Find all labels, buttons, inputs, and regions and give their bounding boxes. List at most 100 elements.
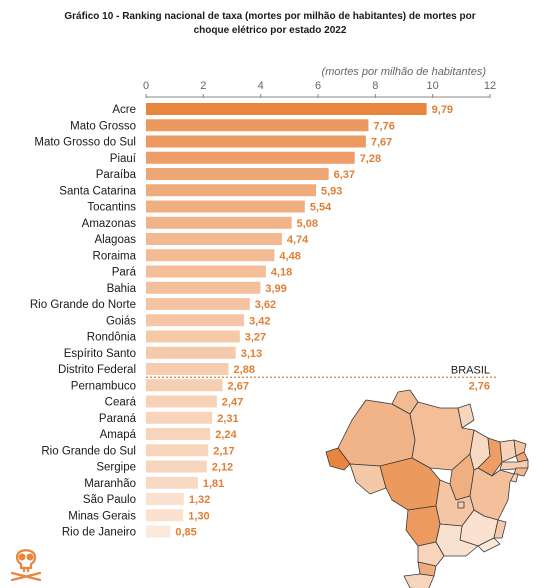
map-state-distrito-federal [457, 501, 465, 509]
bar [146, 119, 369, 132]
reference-value: 2,76 [469, 380, 490, 392]
bar [146, 298, 250, 310]
category-label: Amapá [100, 429, 137, 441]
unit-label: (mortes por milhão de habitantes) [322, 66, 487, 78]
value-label: 2,47 [222, 397, 243, 409]
category-label: Rio de Janeiro [62, 527, 136, 539]
value-label: 2,12 [212, 462, 233, 474]
reference-line-group: BRASIL 2,76 [146, 364, 498, 392]
value-label: 7,76 [373, 120, 394, 132]
category-label: Bahia [107, 283, 137, 295]
x-axis: (mortes por milhão de habitantes) 0 2 4 6 8 10… [143, 66, 496, 98]
chart-title: Gráfico 10 - Ranking nacional de taxa (m… [40, 10, 500, 38]
bar [146, 428, 211, 440]
bar [146, 314, 245, 327]
category-label: Maranhão [84, 478, 136, 490]
category-label: Goiás [106, 315, 136, 327]
x-tick-label: 12 [484, 80, 496, 92]
category-label: Alagoas [94, 234, 136, 246]
category-label: Ceará [105, 397, 137, 409]
value-label: 6,37 [334, 169, 355, 181]
value-label: 7,67 [371, 137, 392, 149]
brazil-states-map [325, 389, 529, 588]
bar [146, 509, 184, 522]
bar [146, 281, 261, 294]
bar [146, 168, 329, 180]
x-tick-label: 2 [200, 80, 206, 92]
bar [146, 330, 240, 343]
value-label: 2,24 [215, 429, 237, 441]
map-state-acre [325, 447, 351, 471]
map-state-espirito-santo [493, 519, 507, 539]
bar [146, 444, 209, 457]
value-label: 4,48 [279, 250, 300, 262]
map-state-parana [417, 541, 445, 567]
bar [146, 460, 207, 473]
bar [146, 493, 184, 505]
x-tick-label: 10 [427, 80, 439, 92]
value-label: 7,28 [360, 153, 381, 165]
value-label: 2,88 [234, 364, 255, 376]
value-label: 5,08 [297, 218, 318, 230]
map-state-rondonia [349, 463, 387, 495]
x-tick-label: 0 [143, 80, 149, 92]
category-label: Paraíba [96, 169, 137, 181]
category-label: Roraima [93, 250, 137, 262]
bar [146, 233, 282, 245]
map-state-roraima [391, 389, 419, 415]
category-label: Santa Catarina [59, 185, 136, 197]
value-label: 5,54 [310, 202, 332, 214]
map-state-sao-paulo [435, 523, 479, 557]
category-label: Rio Grande do Norte [30, 299, 136, 311]
category-label: Rondônia [87, 332, 137, 344]
value-label: 1,32 [189, 494, 210, 506]
bar [146, 411, 213, 424]
bar [146, 346, 236, 359]
category-label: Minas Gerais [68, 510, 136, 522]
map-state-rio-grande-do-sul [403, 573, 435, 588]
bar [146, 476, 198, 489]
value-label: 5,93 [321, 185, 342, 197]
value-label: 9,79 [432, 104, 453, 116]
category-label: Distrito Federal [58, 364, 136, 376]
bar [146, 379, 223, 392]
value-label: 0,85 [175, 527, 196, 539]
category-label: Paraná [99, 413, 137, 425]
map-state-pernambuco [499, 459, 529, 471]
bar [146, 395, 217, 408]
value-label: 2,31 [217, 413, 238, 425]
value-label: 4,18 [271, 267, 292, 279]
value-label: 4,74 [287, 234, 309, 246]
bar [146, 200, 305, 213]
chart-title-line-1: Gráfico 10 - Ranking nacional de taxa (m… [64, 11, 476, 22]
x-tick-label: 4 [258, 80, 264, 92]
category-label: Mato Grosso do Sul [34, 137, 136, 149]
bar [146, 135, 366, 148]
bar [146, 216, 292, 229]
value-label: 3,27 [245, 332, 266, 344]
category-label: São Paulo [83, 494, 136, 506]
labels: Acre 9,79 Mato Grosso 7,76 Mato Grosso do Su… [30, 104, 453, 539]
category-label: Espírito Santo [64, 348, 136, 360]
value-label: 3,62 [255, 299, 276, 311]
value-label: 2,67 [228, 380, 249, 392]
category-label: Tocantins [87, 202, 136, 214]
skull-crossbones-icon [10, 549, 42, 582]
category-label: Pernambuco [71, 380, 136, 392]
map-state-ceara [499, 439, 517, 463]
category-label: Rio Grande do Sul [41, 445, 136, 457]
map-state-rio-de-janeiro [477, 537, 501, 553]
bars [146, 103, 427, 538]
bar [146, 103, 427, 115]
value-label: 3,99 [265, 283, 286, 295]
bar [146, 151, 355, 164]
bar [146, 184, 316, 197]
chart-title-line-2: choque elétrico por estado 2022 [193, 25, 347, 36]
value-label: 3,13 [241, 348, 262, 360]
value-label: 3,42 [249, 315, 270, 327]
bar [146, 363, 229, 375]
category-label: Amazonas [82, 218, 137, 230]
value-label: 1,81 [203, 478, 224, 490]
